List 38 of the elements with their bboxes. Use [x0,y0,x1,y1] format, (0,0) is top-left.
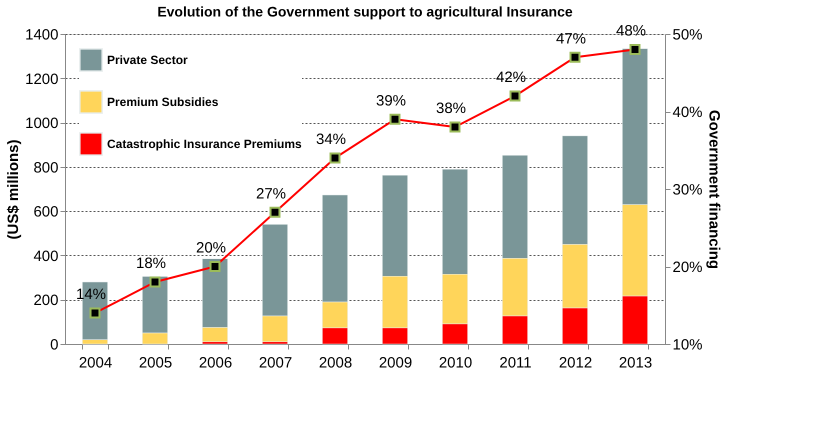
x-tick-label: 2012 [558,354,592,372]
data-label: 42% [496,69,526,86]
y2-tick-label: 50% [672,26,703,44]
data-label: 47% [556,30,586,48]
y-tick-label: 600 [33,204,58,221]
y2-tick-label: 40% [672,104,703,121]
y-tick-label: 1000 [25,115,58,132]
x-tick-label: 2007 [258,354,292,372]
legend-label: Premium Subsidies [107,95,219,109]
x-tick-label: 2009 [378,354,412,372]
chart-title: Evolution of the Government support to agricultural Insurance [157,4,573,20]
x-tick-label: 2011 [499,354,532,372]
x-tick-label: 2010 [438,354,472,372]
y-tick-label: 800 [33,159,58,176]
data-label: 39% [376,92,406,110]
y-tick-label: 200 [33,292,58,310]
x-tick-label: 2004 [78,354,112,372]
x-tick-label: 2005 [138,354,172,372]
y2-tick-label: 30% [672,182,703,198]
data-label: 18% [136,255,166,272]
legend-label: Catastrophic Insurance Premiums [107,137,302,151]
y-tick-label: 0 [50,336,58,354]
x-tick-label: 2006 [198,354,232,372]
data-label: 27% [256,185,286,202]
legend-label: Private Sector [107,53,188,67]
y2-tick-label: 20% [672,259,703,276]
y-tick-label: 400 [33,248,58,265]
y2-tick-label: 10% [672,336,703,354]
y-axis-title: (US$ millions) [5,139,22,240]
x-tick-label: 2013 [618,354,652,372]
data-label: 34% [316,131,346,148]
y-tick-label: 1200 [25,70,58,88]
y2-axis-title: Government financing [706,110,723,270]
x-tick-label: 2008 [318,354,352,372]
data-label: 48% [616,22,646,40]
y-tick-label: 1400 [25,26,58,44]
data-label: 38% [436,100,466,117]
data-label: 20% [196,240,226,256]
